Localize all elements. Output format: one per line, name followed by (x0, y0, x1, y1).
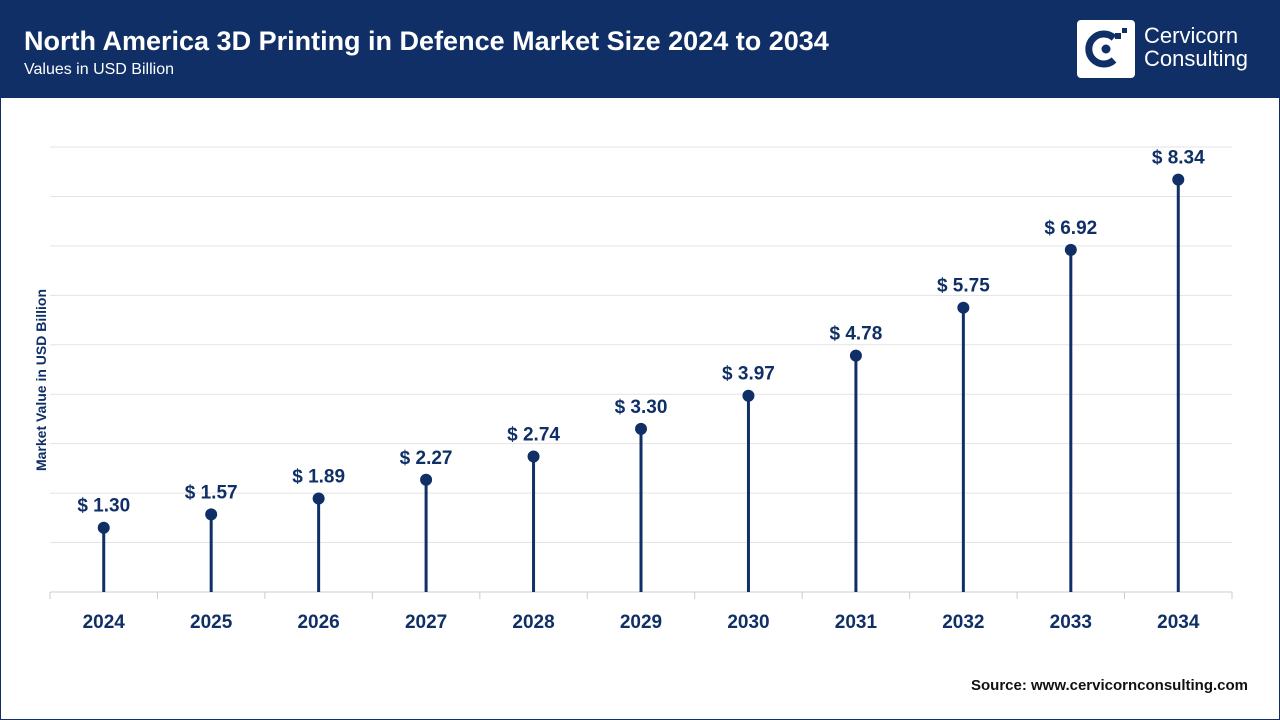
y-axis-label: Market Value in USD Billion (33, 288, 49, 472)
lollipop-dot (420, 473, 433, 486)
brand-line-2: Consulting (1144, 46, 1248, 71)
x-tick-label: 2024 (83, 612, 126, 633)
lollipop-dot (1172, 173, 1185, 186)
lollipop-dot (312, 492, 325, 505)
x-tick-label: 2034 (1157, 612, 1200, 633)
source-note: Source: www.cervicornconsulting.com (970, 677, 1248, 694)
chart-title: North America 3D Printing in Defence Mar… (24, 26, 829, 56)
x-tick-label: 2026 (297, 612, 339, 633)
chart-subtitle: Values in USD Billion (24, 61, 174, 78)
data-label: $ 1.57 (185, 482, 238, 503)
data-label: $ 2.27 (400, 448, 453, 469)
data-label: $ 3.97 (722, 364, 775, 385)
x-tick-label: 2031 (835, 612, 878, 633)
data-label: $ 5.75 (937, 276, 990, 297)
lollipop-dot (742, 389, 755, 402)
lollipop-chart: $ 1.30 2024 $ 1.57 2025 $ 1.89 2026 $ 2.27 2027… (49, 146, 1233, 633)
x-tick-label: 2028 (512, 612, 554, 633)
x-tick-label: 2033 (1050, 612, 1092, 633)
x-tick-label: 2025 (190, 612, 233, 633)
lollipop-dot (97, 521, 110, 534)
data-label: $ 2.74 (507, 425, 560, 446)
cervicorn-logo-icon (1077, 20, 1135, 78)
x-tick-label: 2029 (620, 612, 662, 633)
data-label: $ 1.89 (292, 467, 345, 488)
data-label: $ 3.30 (615, 397, 668, 418)
x-tick-label: 2032 (942, 612, 984, 633)
lollipop-dot (1064, 243, 1077, 256)
lollipop-dot (957, 301, 970, 314)
data-label: $ 1.30 (77, 496, 130, 517)
data-label: $ 4.78 (829, 324, 882, 345)
x-tick-label: 2030 (727, 612, 769, 633)
data-label: $ 6.92 (1044, 218, 1097, 239)
lollipop-dot (205, 508, 218, 521)
brand-line-1: Cervicorn (1144, 23, 1239, 48)
lollipop-dot (635, 422, 647, 435)
lollipop-dot (527, 450, 540, 463)
brand-name: Cervicorn Consulting (1144, 24, 1248, 70)
header-banner: North America 3D Printing in Defence Mar… (0, 0, 1280, 98)
data-label: $ 8.34 (1152, 148, 1205, 169)
lollipop-dot (849, 349, 862, 362)
x-tick-label: 2027 (405, 612, 447, 633)
